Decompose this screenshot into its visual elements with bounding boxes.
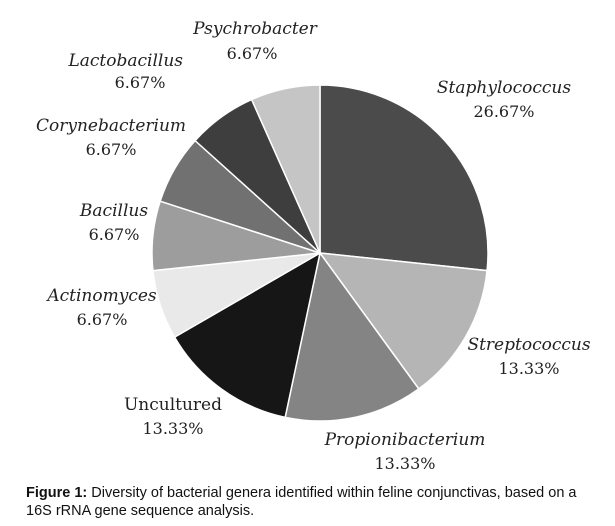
category-name: Corynebacterium [36,116,186,136]
pie-slice-streptococcus [318,252,488,390]
caption-label: Figure 1: [26,485,88,501]
svg-text:Psychrobacter: Psychrobacter [192,19,318,39]
slice-label-propionibacterium: Propionibacterium 13.33% [324,430,486,472]
svg-text:Actinomyces: Actinomyces [45,286,157,306]
category-name: Propionibacterium [324,430,486,450]
pie-slices [151,84,489,422]
value-label: 13.33% [498,359,559,378]
pie-chart-figure: Staphylococcus 26.67% Streptococcus 13.33% P… [36,19,591,472]
svg-text:Propionibacterium: Propionibacterium [324,430,486,450]
slice-label-corynebacterium: Corynebacterium 6.67% [36,116,186,159]
category-name: Streptococcus [467,335,590,355]
pie-slice-uncultured [173,251,322,419]
category-name: Actinomyces [45,286,157,306]
category-name: Psychrobacter [192,19,318,39]
slice-label-actinomyces: Actinomyces 6.67% [45,286,157,329]
value-label: 13.33% [142,419,203,438]
value-label: 26.67% [473,102,534,121]
svg-text:Corynebacterium: Corynebacterium [36,116,186,136]
svg-text:Lactobacillus: Lactobacillus [67,51,183,71]
slice-label-staphylococcus: Staphylococcus 26.67% [437,78,571,121]
svg-text:Streptococcus: Streptococcus [467,335,590,355]
category-name: Bacillus [79,201,148,221]
pie-slice-propionibacterium [284,251,420,422]
slice-label-bacillus: Bacillus 6.67% [79,201,148,244]
value-label: 6.67% [86,140,137,159]
slice-label-psychrobacter: Psychrobacter 6.67% [192,19,318,63]
value-label: 6.67% [227,44,278,63]
pie-labels: Staphylococcus26.67%Streptococcus13.33%P… [36,19,591,472]
category-name: Uncultured [124,395,222,415]
svg-text:Staphylococcus: Staphylococcus [437,78,571,98]
svg-text:Uncultured: Uncultured [124,395,222,415]
pie-slice-psychrobacter [250,84,321,254]
category-name: Lactobacillus [67,51,183,71]
caption-text: Diversity of bacterial genera identified… [26,485,577,519]
slice-label-lactobacillus: Lactobacillus 6.67% [67,51,183,92]
slice-label-uncultured: Uncultured 13.33% [124,395,222,438]
pie-chart: Staphylococcus26.67%Streptococcus13.33%P… [36,19,591,472]
value-label: 6.67% [77,310,128,329]
figure-caption: Figure 1: Diversity of bacterial genera … [26,484,601,520]
value-label: 6.67% [89,225,140,244]
slice-label-streptococcus: Streptococcus 13.33% [467,335,590,378]
pie-slice-staphylococcus [319,84,489,272]
value-label: 13.33% [374,454,435,472]
svg-text:Bacillus: Bacillus [79,201,148,221]
value-label: 6.67% [115,73,166,92]
category-name: Staphylococcus [437,78,571,98]
